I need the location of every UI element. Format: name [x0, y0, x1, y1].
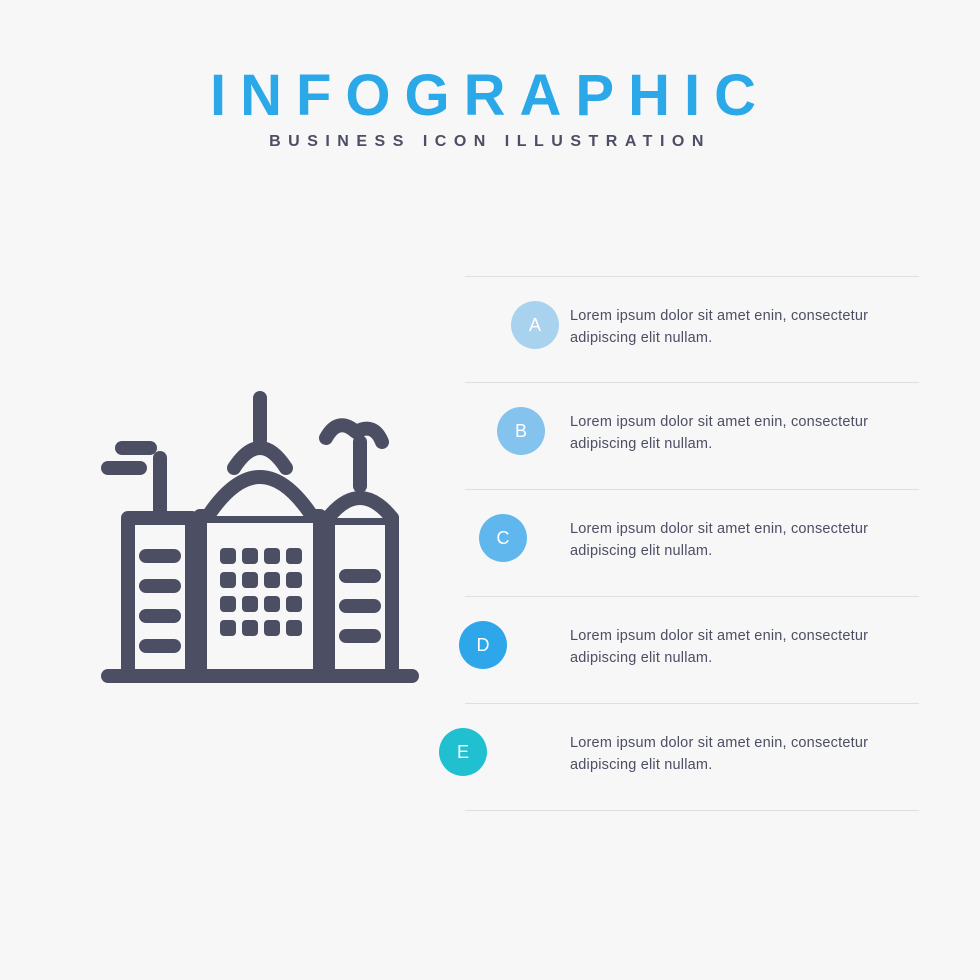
step-c: C Lorem ipsum dolor sit amet enin, conse… [465, 490, 919, 597]
step-text-c: Lorem ipsum dolor sit amet enin, consect… [570, 518, 919, 563]
step-text-d: Lorem ipsum dolor sit amet enin, consect… [570, 625, 919, 670]
step-b: B Lorem ipsum dolor sit amet enin, conse… [465, 383, 919, 490]
step-badge-d: D [459, 621, 507, 669]
step-badge-e: E [439, 728, 487, 776]
header: INFOGRAPHIC BUSINESS ICON ILLUSTRATION [0, 0, 980, 151]
step-list: A Lorem ipsum dolor sit amet enin, conse… [465, 276, 919, 811]
step-a: A Lorem ipsum dolor sit amet enin, conse… [465, 276, 919, 383]
step-e: E Lorem ipsum dolor sit amet enin, conse… [465, 704, 919, 811]
content-area: A Lorem ipsum dolor sit amet enin, conse… [0, 280, 980, 860]
main-title: INFOGRAPHIC [0, 62, 980, 129]
subtitle: BUSINESS ICON ILLUSTRATION [0, 133, 980, 151]
building-icon [100, 378, 420, 698]
step-text-b: Lorem ipsum dolor sit amet enin, consect… [570, 411, 919, 456]
step-badge-c: C [479, 514, 527, 562]
step-text-e: Lorem ipsum dolor sit amet enin, consect… [570, 732, 919, 777]
step-d: D Lorem ipsum dolor sit amet enin, conse… [465, 597, 919, 704]
infographic-canvas: INFOGRAPHIC BUSINESS ICON ILLUSTRATION [0, 0, 980, 980]
step-text-a: Lorem ipsum dolor sit amet enin, consect… [570, 305, 919, 350]
step-badge-b: B [497, 407, 545, 455]
step-badge-a: A [511, 301, 559, 349]
